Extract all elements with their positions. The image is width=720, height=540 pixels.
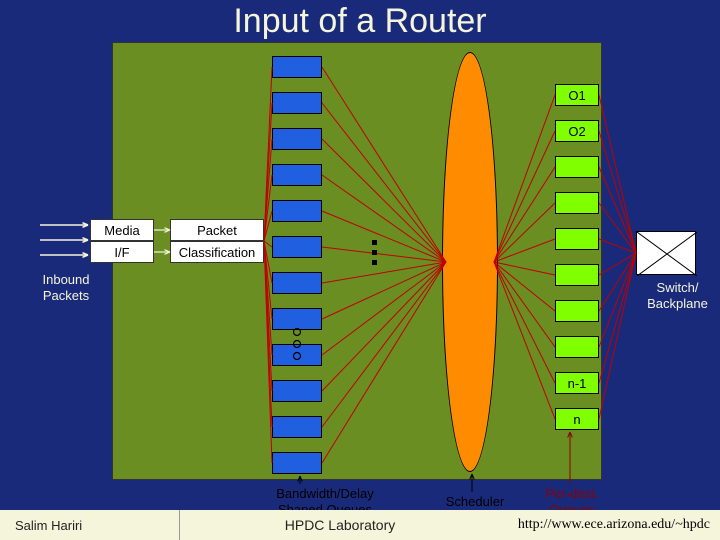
queue-box (272, 308, 322, 330)
queue-box (272, 164, 322, 186)
queue-box (272, 128, 322, 150)
dest-queue-box (555, 156, 599, 178)
queue-box (272, 56, 322, 78)
switch-symbol (636, 231, 696, 275)
queue-box (272, 200, 322, 222)
if-box: I/F (90, 241, 154, 263)
scheduler-label: Scheduler (435, 494, 515, 510)
dest-queue-box (555, 228, 599, 250)
queue-box (272, 452, 322, 474)
media-box: Media (90, 219, 154, 241)
dest-queue-box: O2 (555, 120, 599, 142)
queue-box (272, 344, 322, 366)
dest-queue-box: n (555, 408, 599, 430)
queue-box (272, 92, 322, 114)
footer-author: Salim Hariri (0, 510, 180, 540)
scheduler-ellipse (442, 52, 498, 472)
page-title: Input of a Router (0, 2, 720, 41)
dest-queue-box: O1 (555, 84, 599, 106)
packet-box: Packet (170, 219, 264, 241)
queue-box (272, 380, 322, 402)
queue-box (272, 416, 322, 438)
dest-queue-box (555, 300, 599, 322)
queue-box (272, 272, 322, 294)
dest-queue-box: n-1 (555, 372, 599, 394)
footer: Salim Hariri HPDC Laboratory http://www.… (0, 510, 720, 540)
queue-box (272, 236, 322, 258)
dest-queue-box (555, 336, 599, 358)
footer-url: http://www.ece.arizona.edu/~hpdc (500, 517, 720, 533)
footer-lab: HPDC Laboratory (180, 517, 500, 533)
dest-queue-box (555, 192, 599, 214)
inbound-label: Inbound Packets (26, 272, 106, 303)
dest-queue-box (555, 264, 599, 286)
switch-label: Switch/ Backplane (640, 280, 715, 311)
classification-box: Classification (170, 241, 264, 263)
